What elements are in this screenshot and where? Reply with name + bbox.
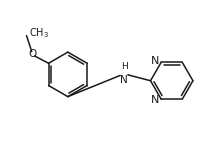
Text: N: N (151, 95, 159, 105)
Text: N: N (120, 75, 128, 85)
Text: O: O (29, 49, 37, 59)
Text: N: N (151, 56, 159, 66)
Text: H: H (121, 62, 127, 71)
Text: CH$_3$: CH$_3$ (29, 26, 49, 40)
